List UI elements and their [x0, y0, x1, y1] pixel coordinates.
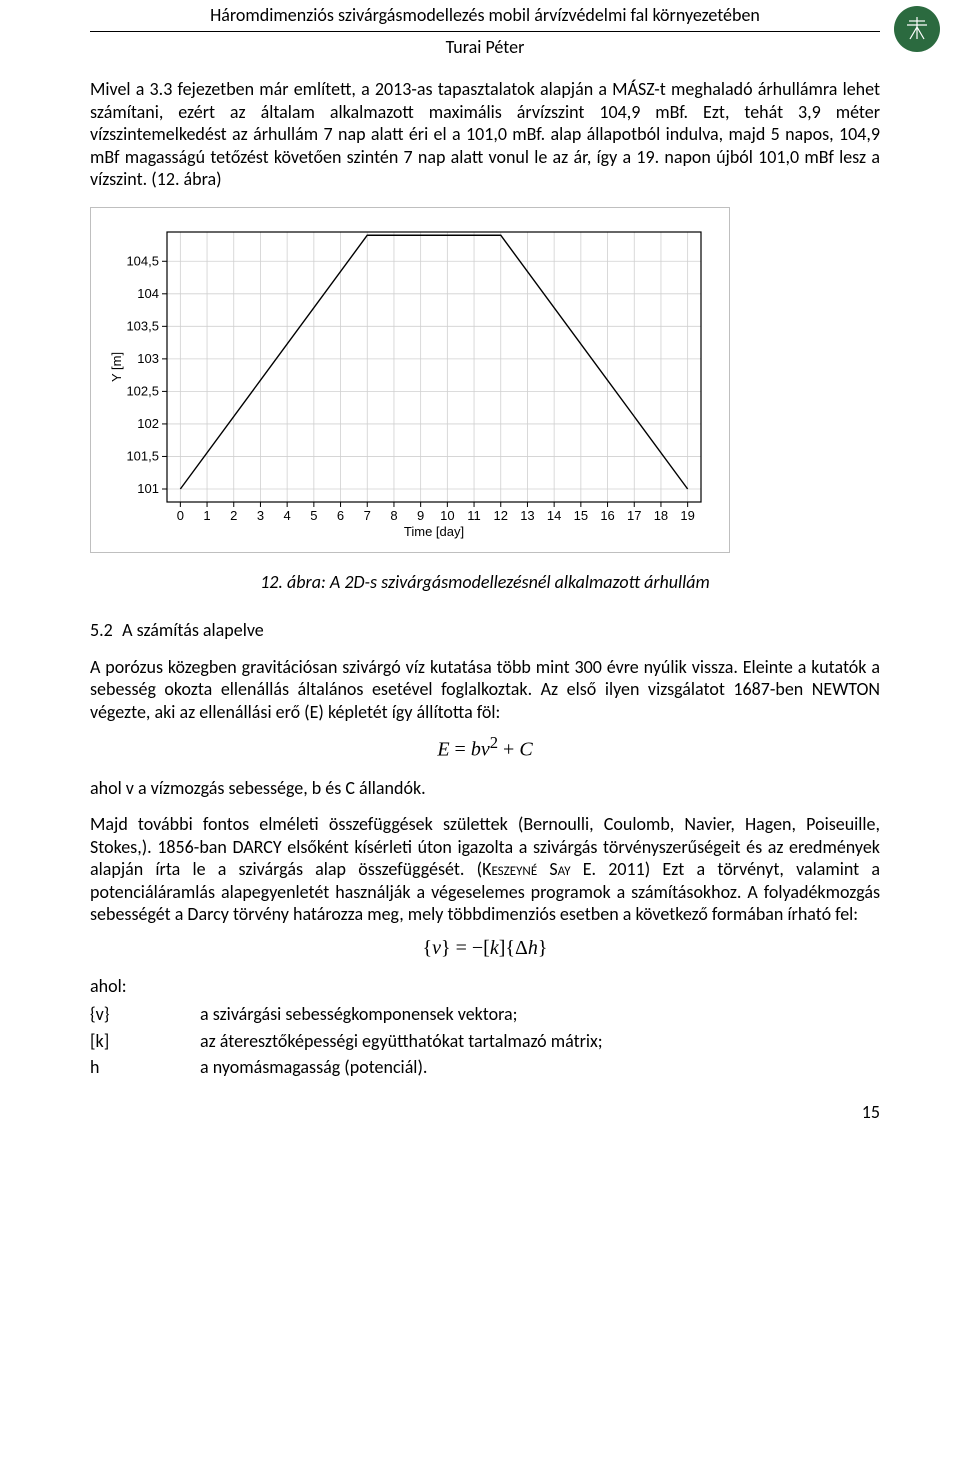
definition-text: az áteresztőképességi együtthatókat tart… — [200, 1030, 603, 1053]
page-header: Háromdimenziós szivárgásmodellezés mobil… — [90, 0, 880, 64]
svg-text:5: 5 — [310, 508, 317, 523]
svg-text:11: 11 — [467, 508, 481, 523]
definition-symbol: {v} — [90, 1003, 200, 1026]
paragraph-2: A porózus közegben gravitációsan szivárg… — [90, 656, 880, 724]
definition-row: {v}a szivárgási sebességkomponensek vekt… — [90, 1003, 880, 1026]
definition-text: a szivárgási sebességkomponensek vektora… — [200, 1003, 517, 1026]
doc-title: Háromdimenziós szivárgásmodellezés mobil… — [90, 4, 880, 32]
equation-1: E = bv2 + C — [90, 733, 880, 763]
svg-text:9: 9 — [417, 508, 424, 523]
svg-text:6: 6 — [337, 508, 344, 523]
svg-text:1: 1 — [203, 508, 210, 523]
svg-text:Y [m]: Y [m] — [109, 351, 124, 381]
svg-text:Time [day]: Time [day] — [404, 524, 464, 539]
figure-12-chart: 012345678910111213141516171819101101,510… — [90, 207, 730, 553]
svg-text:104: 104 — [137, 285, 159, 300]
svg-text:13: 13 — [520, 508, 534, 523]
ahol-label: ahol: — [90, 975, 880, 998]
definition-row: [k]az áteresztőképességi együtthatókat t… — [90, 1030, 880, 1053]
svg-text:4: 4 — [284, 508, 291, 523]
figure-12-caption: 12. ábra: A 2D-s szivárgásmodellezésnél … — [90, 571, 880, 594]
paragraph-3: ahol v a vízmozgás sebessége, b és C áll… — [90, 777, 880, 800]
section-number: 5.2 — [90, 619, 118, 642]
page-number: 15 — [90, 1101, 880, 1124]
svg-text:10: 10 — [440, 508, 454, 523]
svg-text:17: 17 — [627, 508, 641, 523]
svg-text:101,5: 101,5 — [126, 448, 159, 463]
svg-text:12: 12 — [494, 508, 508, 523]
definition-row: ha nyomásmagasság (potenciál). — [90, 1056, 880, 1079]
svg-text:7: 7 — [364, 508, 371, 523]
svg-text:102: 102 — [137, 415, 159, 430]
svg-text:18: 18 — [654, 508, 668, 523]
svg-text:101: 101 — [137, 480, 159, 495]
paragraph-intro: Mivel a 3.3 fejezetben már említett, a 2… — [90, 78, 880, 191]
svg-text:14: 14 — [547, 508, 561, 523]
section-heading: 5.2 A számítás alapelve — [90, 619, 880, 642]
svg-text:19: 19 — [680, 508, 694, 523]
university-logo — [894, 6, 940, 52]
definition-symbol: h — [90, 1056, 200, 1079]
svg-text:8: 8 — [390, 508, 397, 523]
paragraph-4: Majd további fontos elméleti összefüggés… — [90, 813, 880, 926]
svg-text:0: 0 — [177, 508, 184, 523]
svg-text:16: 16 — [600, 508, 614, 523]
section-title: A számítás alapelve — [122, 619, 264, 641]
definition-list: {v}a szivárgási sebességkomponensek vekt… — [90, 1003, 880, 1079]
svg-text:15: 15 — [574, 508, 588, 523]
equation-2: {v} = −[k]{Δh} — [90, 936, 880, 961]
citation-author: Keszeyné Say E. — [482, 858, 596, 880]
doc-author: Turai Péter — [90, 36, 880, 59]
svg-text:104,5: 104,5 — [126, 253, 159, 268]
definition-symbol: [k] — [90, 1030, 200, 1053]
svg-text:103,5: 103,5 — [126, 318, 159, 333]
svg-text:102,5: 102,5 — [126, 383, 159, 398]
definition-text: a nyomásmagasság (potenciál). — [200, 1056, 427, 1079]
svg-text:3: 3 — [257, 508, 264, 523]
svg-text:2: 2 — [230, 508, 237, 523]
svg-text:103: 103 — [137, 350, 159, 365]
